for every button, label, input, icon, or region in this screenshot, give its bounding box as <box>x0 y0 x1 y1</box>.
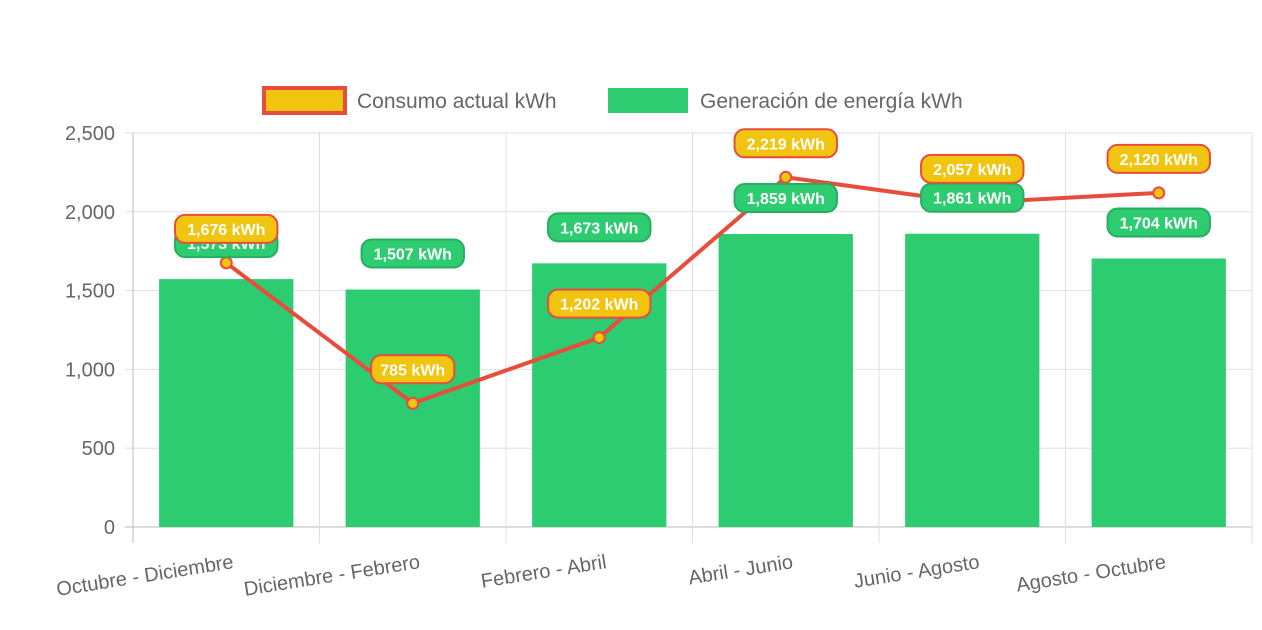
line-data-label-bg <box>733 128 838 159</box>
line-point[interactable] <box>592 331 606 345</box>
y-tick-label: 2,000 <box>65 202 115 224</box>
bar-data-label: 1,861 kWh <box>920 182 1025 213</box>
line-data-label-text: 2,057 kWh <box>933 162 1011 179</box>
bar-data-label-bg <box>733 183 838 214</box>
bar-data-label-text: 1,673 kWh <box>560 220 638 237</box>
bar-data-label: 1,859 kWh <box>733 183 838 214</box>
line-data-label-bg <box>174 213 279 244</box>
line-data-label-bg <box>370 354 456 385</box>
x-tick-label: Agosto - Octubre <box>1015 551 1168 596</box>
legend-label-consumo[interactable]: Consumo actual kWh <box>357 90 557 113</box>
line-point[interactable] <box>219 256 233 270</box>
bar-data-label-text: 1,861 kWh <box>933 191 1011 208</box>
x-tick-label: Febrero - Abril <box>479 551 608 593</box>
line-data-labels: 1,676 kWh 785 kWh 1,202 kWh 2,219 kWh 2,057 … <box>174 128 1211 385</box>
line-data-label: 2,219 kWh <box>733 128 838 159</box>
line-point[interactable] <box>1152 186 1166 200</box>
bar-data-label: 1,704 kWh <box>1106 207 1211 238</box>
line-data-label-text: 2,120 kWh <box>1120 152 1198 169</box>
bar[interactable] <box>905 233 1040 527</box>
grid <box>125 132 1253 543</box>
x-tick-label: Junio - Agosto <box>852 551 981 593</box>
legend-swatch-consumo[interactable] <box>262 86 347 115</box>
y-tick-label: 1,500 <box>65 281 115 303</box>
bar[interactable] <box>718 234 853 527</box>
y-tick-label: 500 <box>82 438 115 460</box>
legend-swatch-generacion[interactable] <box>608 88 688 113</box>
x-tick-label: Diciembre - Febrero <box>242 551 421 601</box>
y-tick-label: 2,500 <box>65 123 115 145</box>
legend-label-generacion[interactable]: Generación de energía kWh <box>700 90 963 113</box>
legend[interactable]: Consumo actual kWh Generación de energía… <box>262 86 963 115</box>
bar-data-label-bg <box>547 212 652 243</box>
x-tick-label: Octubre - Diciembre <box>55 551 235 601</box>
line-point[interactable] <box>779 170 793 184</box>
bar[interactable] <box>1091 258 1226 527</box>
x-tick-label: Abril - Junio <box>687 551 795 589</box>
line-data-label: 1,676 kWh <box>174 213 279 244</box>
line-data-label-text: 785 kWh <box>380 362 445 379</box>
y-tick-label: 1,000 <box>65 359 115 381</box>
bar-data-label-text: 1,704 kWh <box>1120 215 1198 232</box>
bar[interactable] <box>159 279 294 527</box>
line-data-label-text: 1,202 kWh <box>560 297 638 314</box>
line-data-label: 2,057 kWh <box>920 153 1025 184</box>
bar-data-label-text: 1,859 kWh <box>747 191 825 208</box>
line-data-label: 1,202 kWh <box>547 288 652 319</box>
line-data-label: 785 kWh <box>370 354 456 385</box>
line-data-label-bg <box>547 288 652 319</box>
bar-data-label-text: 1,507 kWh <box>374 246 452 263</box>
bar-data-label-bg <box>1106 207 1211 238</box>
bar-data-label-bg <box>360 238 465 269</box>
line-point[interactable] <box>406 396 420 410</box>
line-data-label-bg <box>920 153 1025 184</box>
line-data-label-text: 1,676 kWh <box>187 222 265 239</box>
y-axis: 0 500 1,000 1,500 2,000 2,500 <box>65 123 115 539</box>
line-data-label-text: 2,219 kWh <box>747 136 825 153</box>
y-tick-label: 0 <box>104 517 115 539</box>
bar-data-label: 1,507 kWh <box>360 238 465 269</box>
bar-data-label: 1,673 kWh <box>547 212 652 243</box>
line-data-label-bg <box>1106 143 1211 174</box>
line-data-label: 2,120 kWh <box>1106 143 1211 174</box>
x-axis: Octubre - Diciembre Diciembre - Febrero Fe… <box>55 551 1168 601</box>
